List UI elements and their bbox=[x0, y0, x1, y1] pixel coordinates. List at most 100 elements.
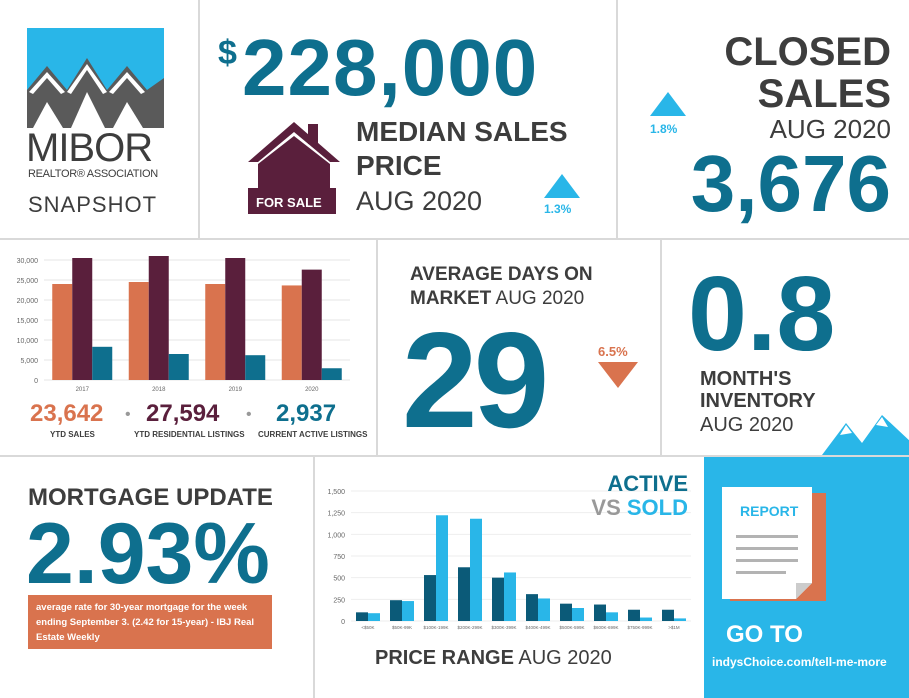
days-change: 6.5% bbox=[598, 344, 628, 359]
price-bar bbox=[606, 612, 618, 621]
price-bar bbox=[594, 604, 606, 621]
x-tick-label: <$50K bbox=[361, 625, 374, 630]
median-label-1: MEDIAN SALES bbox=[356, 116, 568, 147]
ytd-bar bbox=[168, 354, 189, 380]
price-bar bbox=[470, 518, 482, 621]
ytd-bar bbox=[92, 346, 113, 380]
mountain-icon bbox=[822, 415, 909, 455]
median-panel: $ 228,000 FOR SALE MEDIAN SALES PRICE AU… bbox=[200, 0, 616, 238]
divider bbox=[376, 240, 378, 456]
ytd-bar bbox=[72, 258, 93, 380]
ytd-bar bbox=[321, 368, 342, 380]
price-bar bbox=[640, 617, 652, 621]
logo-snapshot: SNAPSHOT bbox=[28, 192, 158, 217]
ytd-bar bbox=[205, 284, 226, 380]
ytd-bar bbox=[225, 258, 246, 380]
x-tick-label: 2018 bbox=[152, 387, 166, 393]
price-bar bbox=[538, 598, 550, 621]
x-tick-label: >$1M bbox=[668, 625, 680, 630]
report-label: REPORT bbox=[740, 503, 799, 519]
inventory-period: AUG 2020 bbox=[700, 414, 794, 436]
y-tick-label: 30,000 bbox=[17, 258, 39, 265]
ytd-bar bbox=[301, 269, 322, 380]
x-tick-label: $200K-299K bbox=[457, 625, 482, 630]
y-tick-label: 5,000 bbox=[20, 358, 38, 365]
y-tick-label: 25,000 bbox=[17, 278, 39, 285]
price-bar bbox=[572, 608, 584, 621]
price-bar bbox=[674, 618, 686, 621]
ytd-listings-label: YTD RESIDENTIAL LISTINGS bbox=[134, 430, 245, 439]
price-bar bbox=[402, 601, 414, 621]
inventory-label-2: INVENTORY bbox=[700, 390, 816, 412]
divider bbox=[660, 240, 662, 456]
divider bbox=[0, 238, 909, 240]
closed-period: AUG 2020 bbox=[769, 114, 891, 144]
mortgage-note-box: average rate for 30-year mortgage for th… bbox=[28, 595, 272, 649]
mibor-logo-icon bbox=[27, 28, 164, 128]
ytd-sales-label: YTD SALES bbox=[50, 430, 95, 439]
y-tick-label: 20,000 bbox=[17, 298, 39, 305]
x-tick-label: 2020 bbox=[305, 387, 319, 393]
median-change: 1.3% bbox=[544, 202, 572, 216]
report-url[interactable]: indysChoice.com/tell-me-more bbox=[712, 655, 887, 669]
ytd-active-value: 2,937 bbox=[276, 400, 337, 427]
closed-change: 1.8% bbox=[650, 122, 678, 136]
median-period: AUG 2020 bbox=[356, 186, 483, 216]
x-tick-label: $600K-699K bbox=[593, 625, 618, 630]
price-title: PRICE RANGE bbox=[375, 647, 514, 669]
price-bar bbox=[390, 600, 402, 621]
median-value: 228,000 bbox=[242, 23, 539, 112]
dollar-sign: $ bbox=[218, 34, 237, 72]
x-tick-label: 2019 bbox=[229, 387, 243, 393]
x-tick-label: 2017 bbox=[76, 387, 90, 393]
ytd-bar bbox=[52, 284, 73, 380]
ytd-chart: 0 5,000 10,000 15,000 20,000 25,000 30,000 2017… bbox=[17, 256, 350, 393]
y-tick-label: 750 bbox=[333, 554, 345, 561]
closed-label-1: CLOSED bbox=[724, 30, 891, 74]
price-period: AUG 2020 bbox=[518, 647, 612, 669]
divider bbox=[0, 455, 909, 457]
up-arrow-icon bbox=[650, 92, 686, 116]
go-to-label: GO TO bbox=[726, 621, 803, 648]
for-sale-label: FOR SALE bbox=[256, 195, 322, 210]
price-bar bbox=[492, 577, 504, 621]
price-range-panel: 0 250 500 750 1,000 1,250 1,500 <$50K $50K-99K $1… bbox=[315, 457, 704, 698]
x-tick-label: $750K-999K bbox=[627, 625, 652, 630]
ytd-bar bbox=[148, 256, 169, 380]
inventory-label-1: MONTH'S bbox=[700, 368, 792, 390]
report-panel[interactable]: REPORT GO TO indysChoice.com/tell-me-mor… bbox=[704, 457, 909, 698]
mortgage-note: average rate for 30-year mortgage for th… bbox=[36, 602, 255, 643]
closed-panel: CLOSED SALES AUG 2020 1.8% 3,676 bbox=[618, 0, 909, 238]
price-title-row: PRICE RANGE AUG 2020 bbox=[375, 647, 612, 670]
price-bar bbox=[424, 575, 436, 621]
ytd-active-label: CURRENT ACTIVE LISTINGS bbox=[258, 430, 368, 439]
bullet: • bbox=[125, 406, 131, 423]
logo-brand: MIBOR bbox=[26, 126, 153, 170]
price-bar bbox=[628, 609, 640, 621]
logo-panel: MIBOR REALTOR® ASSOCIATION SNAPSHOT bbox=[0, 0, 198, 238]
price-bar bbox=[356, 612, 368, 621]
days-label-1: AVERAGE DAYS ON bbox=[410, 264, 593, 285]
bullet: • bbox=[246, 406, 252, 423]
x-tick-label: $300K-399K bbox=[491, 625, 516, 630]
mortgage-panel: MORTGAGE UPDATE 2.93% average rate for 3… bbox=[0, 457, 313, 698]
ytd-sales-value: 23,642 bbox=[30, 400, 104, 427]
price-bar bbox=[504, 572, 516, 621]
vs-label: VS bbox=[591, 495, 621, 520]
y-tick-label: 1,000 bbox=[327, 532, 345, 539]
mortgage-value: 2.93% bbox=[26, 506, 270, 602]
y-tick-label: 0 bbox=[34, 378, 38, 385]
inventory-panel: 0.8 MONTH'S INVENTORY AUG 2020 bbox=[662, 240, 909, 455]
days-period: AUG 2020 bbox=[495, 288, 585, 309]
days-panel: AVERAGE DAYS ON MARKET AUG 2020 29 6.5% bbox=[378, 240, 660, 456]
price-bar bbox=[436, 515, 448, 621]
divider bbox=[313, 457, 315, 698]
price-bar bbox=[368, 613, 380, 621]
house-icon bbox=[248, 122, 340, 214]
x-tick-label: $50K-99K bbox=[392, 625, 412, 630]
x-tick-label: $100K-199K bbox=[423, 625, 448, 630]
divider bbox=[616, 0, 618, 238]
days-label-row: MARKET AUG 2020 bbox=[410, 288, 584, 310]
y-tick-label: 1,250 bbox=[327, 511, 345, 518]
days-label-2: MARKET bbox=[410, 288, 492, 309]
